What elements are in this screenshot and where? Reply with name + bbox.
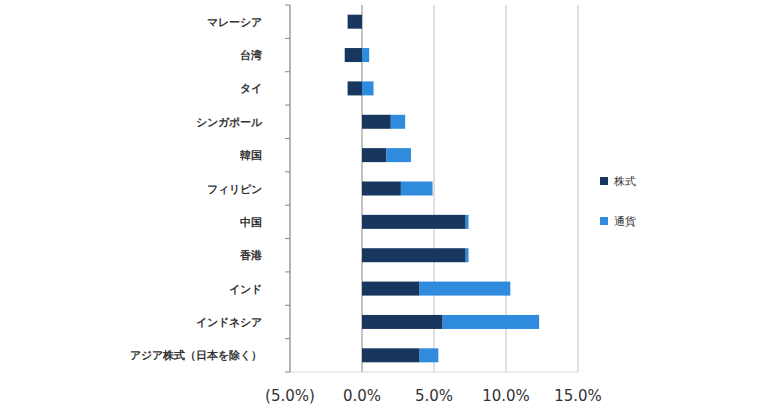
category-tick [285,338,290,339]
category-label: タイ [240,82,262,95]
bar [362,15,363,29]
category-label: 韓国 [240,149,262,162]
bar [362,315,443,329]
category-label: アジア株式（日本を除く） [130,349,262,362]
bar [348,15,362,29]
category-label: 香港 [239,249,263,262]
category-tick [285,171,290,172]
legend-swatch [600,177,608,185]
bar [362,81,374,95]
bars [345,15,539,363]
category-label: マレーシア [207,16,262,29]
tick-label: 5.0% [415,387,453,405]
bar [348,81,362,95]
legend-label: 株式 [613,175,636,188]
bar [420,348,439,362]
category-tick [285,5,290,6]
category-tick [285,71,290,72]
category-label: 台湾 [240,49,263,62]
legend: 株式通貨 [600,175,636,228]
tick-label: 15.0% [554,387,602,405]
bar [466,248,469,262]
category-tick [285,138,290,139]
legend-label: 通貨 [614,215,636,228]
bar [345,48,362,62]
tick-label: 0.0% [343,387,381,405]
category-label: 中国 [240,216,262,229]
bar [362,348,420,362]
category-label: シンガポール [196,116,263,129]
category-label: インドネシア [196,316,262,329]
category-tick [285,271,290,272]
category-label: インド [229,283,262,296]
category-tick [285,238,290,239]
value-axis-line [290,372,578,373]
bar [362,282,420,296]
bar [362,248,466,262]
grid [290,5,578,372]
grid-line [290,5,291,372]
tick-label: (5.0%) [265,387,315,405]
grid-line [578,5,579,372]
category-tick [285,372,290,373]
bar [401,182,433,196]
bar [466,215,469,229]
category-label: フィリピン [207,183,262,196]
bar [443,315,539,329]
bar [362,182,401,196]
category-tick [285,205,290,206]
category-axis [290,5,291,372]
chart: (5.0%) 0.0% 5.0% 10.0% 15.0% マレーシア台湾タイシンガポール韓… [0,0,780,417]
category-tick [285,305,290,306]
bar [420,282,511,296]
category-tick [285,105,290,106]
bar [391,115,405,129]
bar [386,148,410,162]
bar [362,48,369,62]
legend-swatch [600,217,608,225]
bar [362,115,391,129]
bar [362,148,386,162]
tick-label: 10.0% [482,387,530,405]
category-tick [285,38,290,39]
bar [362,215,466,229]
